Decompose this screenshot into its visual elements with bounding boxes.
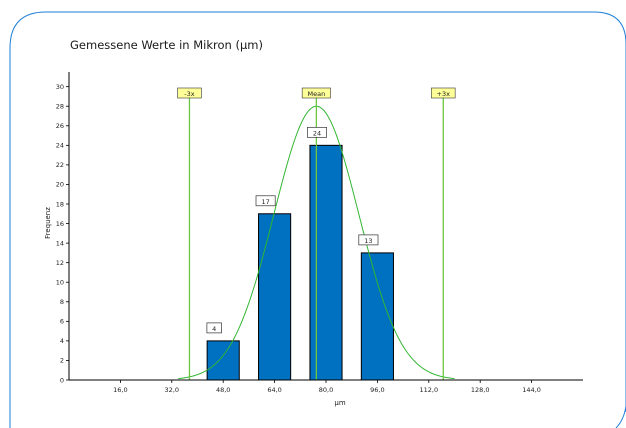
bar-value-box-4	[206, 322, 222, 334]
minus-3x-label-box	[177, 87, 202, 99]
x-axis-title: µm	[334, 399, 345, 407]
y-tick-label: 20	[56, 181, 64, 189]
bar-value-box-17	[255, 195, 276, 207]
bar-value-label: 13	[364, 237, 372, 245]
x-tick-label: 64,0	[267, 386, 281, 394]
bar-value-box-24	[307, 126, 327, 138]
y-tick-label: 26	[56, 122, 64, 130]
x-tick-label: 96,0	[370, 386, 384, 394]
plus-3x-label: +3x	[437, 90, 451, 98]
x-tick-label: 80,0	[319, 386, 333, 394]
bar-value-label: 4	[212, 325, 216, 333]
x-tick-label: 48,0	[216, 386, 230, 394]
card-border	[9, 11, 626, 428]
y-tick-label: 28	[56, 103, 64, 111]
bar-value-label: 17	[261, 198, 269, 206]
x-tick-label: 128,0	[471, 386, 490, 394]
y-tick-label: 6	[60, 318, 64, 326]
mean-label-box	[301, 87, 331, 99]
x-tick-label: 144,0	[522, 386, 541, 394]
bar-4	[206, 340, 240, 381]
y-tick-label: 4	[60, 337, 64, 345]
y-tick-label: 18	[56, 200, 64, 208]
bar-value-label: 24	[313, 129, 321, 137]
plus-3x-label-box	[431, 87, 456, 99]
x-tick-label: 32,0	[165, 386, 179, 394]
mean-label: Mean	[308, 90, 326, 98]
y-axis-title: Frequenz	[44, 207, 52, 239]
minus-3x-label: -3x	[184, 90, 194, 98]
bar-13	[360, 252, 394, 381]
y-tick-label: 2	[60, 357, 64, 365]
y-tick-label: 14	[56, 239, 64, 247]
bar-24	[309, 144, 343, 381]
y-tick-label: 10	[56, 279, 64, 287]
bar-17	[258, 213, 292, 381]
y-tick-label: 30	[56, 83, 64, 91]
y-tick-label: 16	[56, 220, 64, 228]
y-tick-label: 24	[56, 142, 64, 150]
y-tick-label: 12	[56, 259, 64, 267]
x-tick-label: 16,0	[113, 386, 127, 394]
x-tick-label: 112,0	[419, 386, 438, 394]
y-tick-label: 0	[60, 376, 64, 384]
y-tick-label: 8	[60, 298, 64, 306]
chart-title: Gemessene Werte in Mikron (µm)	[70, 38, 263, 52]
y-tick-label: 22	[56, 161, 64, 169]
bar-value-box-13	[358, 234, 379, 246]
